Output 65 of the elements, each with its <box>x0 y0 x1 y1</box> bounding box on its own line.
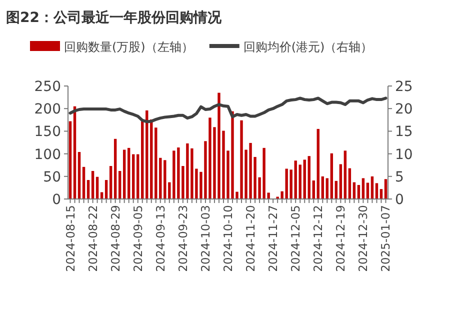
legend-label: 回购数量(万股)（左轴） <box>64 40 194 54</box>
y-tick-label: 50 <box>43 169 61 186</box>
x-tick-label: 2024-12-12 <box>311 205 326 272</box>
bar <box>339 164 342 199</box>
bar <box>294 160 297 199</box>
bar <box>159 158 162 199</box>
y2-tick-label: 15 <box>395 124 413 140</box>
bar <box>132 154 135 199</box>
x-tick-label: 2024-12-05 <box>288 205 303 272</box>
bar <box>109 166 112 199</box>
chart-title: 图22：公司最近一年股份回购情况 <box>6 9 222 26</box>
bar <box>298 164 302 199</box>
x-tick-label: 2024-09-05 <box>130 205 145 272</box>
x-tick-label: 2024-08-15 <box>63 205 78 272</box>
y-tick-label: 100 <box>34 146 61 163</box>
bar <box>321 176 324 199</box>
bar <box>375 183 378 199</box>
y2-tick-label: 20 <box>395 102 413 118</box>
bar <box>118 170 122 199</box>
bar <box>370 176 374 199</box>
bar <box>312 180 315 199</box>
x-tick-label: 2024-12-30 <box>356 205 370 272</box>
y-tick-label: 200 <box>34 102 61 118</box>
bar <box>154 128 158 199</box>
bar <box>91 170 94 199</box>
x-tick-label: 2024-11-20 <box>244 205 258 272</box>
bar <box>141 121 144 199</box>
x-tick-label: 2024-09-23 <box>176 205 190 272</box>
legend-label: 回购均价(港元)（右轴） <box>243 40 373 54</box>
x-tick-label: 2024-08-22 <box>86 205 100 272</box>
bar <box>114 138 117 199</box>
bar <box>78 152 81 199</box>
line-series <box>68 96 388 124</box>
bar <box>82 166 86 199</box>
bar <box>366 182 370 199</box>
y2-tick-label: 10 <box>395 146 413 163</box>
x-tick-label: 2024-12-19 <box>334 205 348 272</box>
bar <box>344 150 347 199</box>
y-tick-label: 0 <box>52 192 61 208</box>
bar <box>316 128 320 199</box>
bar <box>348 168 352 199</box>
bar <box>384 179 388 199</box>
bar <box>136 154 140 199</box>
y2-tick-label: 5 <box>395 169 404 186</box>
x-tick-label: 2025-01-07 <box>378 205 393 272</box>
bar <box>122 150 126 199</box>
bar <box>330 153 334 199</box>
x-tick-label: 2024-11-27 <box>266 205 280 272</box>
x-tick-label: 2024-08-29 <box>108 205 122 272</box>
bar <box>127 148 130 199</box>
bar <box>104 180 108 199</box>
bar <box>96 176 99 199</box>
bar <box>86 180 90 199</box>
x-tick-label: 2024-10-10 <box>221 205 235 272</box>
y-tick-label: 150 <box>34 124 61 140</box>
bar <box>68 121 72 199</box>
x-tick-label: 2024-10-03 <box>198 205 212 272</box>
y2-tick-label: 0 <box>395 192 404 208</box>
bar <box>308 156 310 199</box>
y-tick-label: 250 <box>34 79 61 95</box>
bar <box>362 178 365 199</box>
bar <box>326 178 329 199</box>
x-tick-label: 2024-09-13 <box>153 205 168 272</box>
y2-tick-label: 25 <box>395 79 413 95</box>
bar <box>303 160 306 199</box>
